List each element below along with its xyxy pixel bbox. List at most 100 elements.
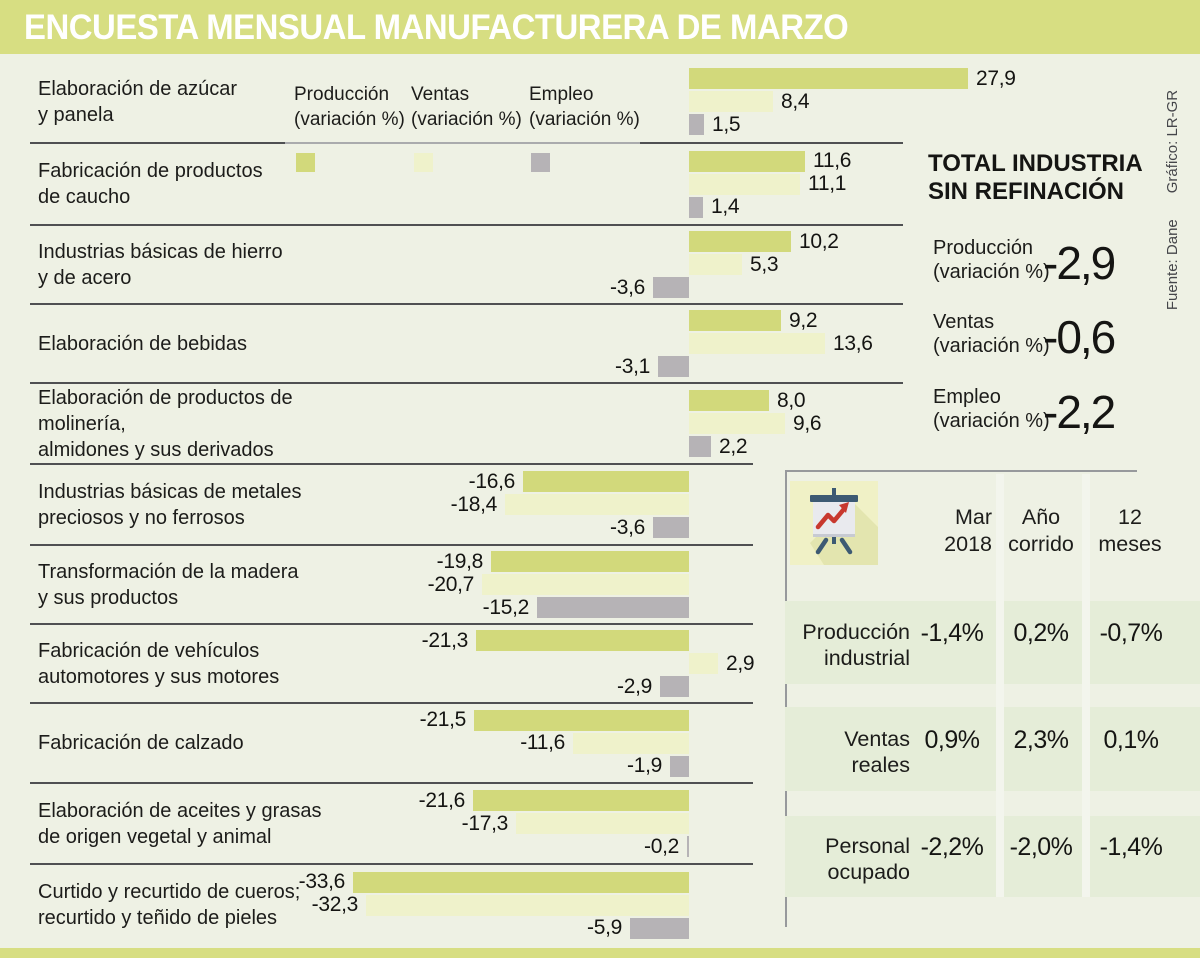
table-cell: 0,9%	[924, 726, 980, 754]
table-column-gap	[996, 474, 1004, 897]
table-row-ventas-reales	[785, 707, 1200, 791]
bar-produccion	[689, 231, 791, 252]
bar-produccion	[689, 150, 805, 172]
total-empleo-value: -2,2	[1043, 386, 1116, 438]
bar-value-label: -19,8	[436, 549, 484, 573]
summary-table-frame	[785, 470, 1137, 927]
category-label: Elaboración de productos de molinería, al…	[38, 386, 293, 461]
bar-value-label: -20,7	[427, 572, 475, 596]
legend-empleo-label: Empleo	[529, 84, 594, 105]
bar-value-label: -17,3	[461, 811, 509, 835]
chart-row-11: Curtido y recurtido de cueros; recurtido …	[0, 864, 910, 946]
bar-produccion	[353, 871, 689, 893]
bar-produccion	[473, 790, 689, 811]
table-col-mar2018: Mar 2018	[944, 505, 992, 556]
table-cell: -1,4%	[1099, 833, 1163, 861]
bar-empleo	[660, 676, 689, 697]
bar-value-label: 1,4	[711, 195, 740, 218]
total-ventas-value: -0,6	[1043, 311, 1116, 363]
table-cell: -2,0%	[1009, 833, 1073, 861]
category-label: Fabricación de vehículos automotores y su…	[38, 639, 280, 688]
category-label: Transformación de la madera y sus product…	[38, 560, 299, 609]
chart-row-4: Elaboración de bebidas 9,2 13,6 -3,1	[0, 304, 910, 383]
legend-produccion-sub: (variación %)	[294, 109, 405, 130]
chart-row-6: Industrias básicas de metales preciosos y…	[0, 464, 910, 545]
bar-value-label: -3,1	[615, 354, 650, 378]
bar-empleo	[689, 436, 711, 457]
bar-empleo	[687, 836, 689, 857]
category-label: Industrias básicas de metales preciosos y…	[38, 480, 302, 529]
row-divider	[30, 623, 753, 625]
bar-ventas	[505, 494, 689, 515]
total-title-line1: TOTAL INDUSTRIA	[928, 150, 1143, 177]
category-label: Industrias básicas de hierro y de acero	[38, 240, 283, 289]
chart-row-7: Transformación de la madera y sus product…	[0, 545, 910, 624]
table-cell: 2,3%	[1013, 726, 1069, 754]
bar-value-label: -0,2	[644, 834, 679, 858]
table-row-label-produccion: Producción industrial	[802, 620, 910, 670]
legend-swatch-ventas	[414, 153, 433, 172]
bar-value-label: -21,3	[421, 628, 469, 652]
bar-value-label: -21,5	[419, 708, 467, 731]
bar-empleo	[653, 277, 689, 298]
category-label: Fabricación de productos de caucho	[38, 160, 263, 208]
bar-empleo	[630, 917, 689, 939]
table-cell: -0,7%	[1099, 619, 1163, 647]
legend-empleo: Empleo (variación %)	[529, 82, 659, 132]
category-label: Fabricación de calzado	[38, 732, 244, 754]
bar-ventas	[689, 653, 718, 674]
bar-produccion	[474, 709, 689, 731]
legend-ventas-label: Ventas	[411, 84, 470, 105]
bar-ventas	[689, 254, 742, 275]
bar-empleo	[653, 517, 689, 538]
bar-value-label: -15,2	[482, 595, 530, 619]
bar-value-label: 5,3	[750, 252, 779, 276]
bar-value-label: 9,2	[789, 308, 818, 332]
bar-empleo	[689, 114, 704, 135]
legend-produccion-label: Producción	[294, 84, 390, 105]
bar-value-label: 10,2	[799, 229, 839, 253]
row-divider	[30, 224, 903, 226]
bar-value-label: 2,9	[726, 651, 755, 675]
header-band	[0, 0, 1200, 54]
bar-produccion	[689, 68, 968, 89]
table-col-anio-corrido: Año corrido	[1008, 505, 1074, 556]
bar-ventas	[482, 574, 689, 595]
category-label: Elaboración de aceites y grasas de origen…	[38, 799, 322, 848]
legend-produccion: Producción (variación %)	[294, 82, 424, 132]
total-produccion: Producción (variación %) -2,9	[933, 232, 1193, 296]
bar-empleo	[537, 597, 689, 618]
bar-value-label: -32,3	[311, 893, 359, 916]
table-cell: 0,2%	[1013, 619, 1069, 647]
total-produccion-value: -2,9	[1043, 237, 1116, 289]
bar-value-label: -3,6	[610, 275, 645, 299]
category-label: Elaboración de azúcar y panela	[38, 77, 238, 126]
bar-ventas	[689, 333, 825, 354]
bar-value-label: -16,6	[468, 469, 516, 493]
category-label: Elaboración de bebidas	[38, 332, 248, 355]
table-cell: 0,1%	[1103, 726, 1159, 754]
bar-produccion	[689, 390, 769, 411]
table-row-label-personal: Personal ocupado	[825, 834, 910, 884]
bar-value-label: 8,0	[777, 388, 806, 412]
page-title: ENCUESTA MENSUAL MANUFACTURERA DE MARZO	[24, 8, 849, 47]
bar-empleo	[670, 755, 689, 777]
bar-value-label: 2,2	[719, 434, 748, 458]
row-divider	[30, 463, 753, 465]
row-divider	[30, 544, 753, 546]
table-row-label-ventas: Ventas reales	[844, 727, 910, 777]
total-ventas-label: Ventas (variación %)	[933, 311, 1050, 357]
bar-ventas	[366, 894, 689, 916]
row-divider	[30, 382, 903, 384]
row-divider	[30, 863, 753, 865]
bar-value-label: -21,6	[418, 788, 466, 812]
legend-ventas: Ventas (variación %)	[411, 82, 541, 132]
bar-value-label: -3,6	[610, 515, 645, 539]
table-cell: -2,2%	[920, 833, 984, 861]
chart-row-8: Fabricación de vehículos automotores y su…	[0, 624, 910, 703]
total-ventas: Ventas (variación %) -0,6	[933, 306, 1193, 370]
bar-ventas	[689, 173, 800, 195]
bar-ventas	[573, 732, 689, 754]
row-divider	[30, 782, 753, 784]
